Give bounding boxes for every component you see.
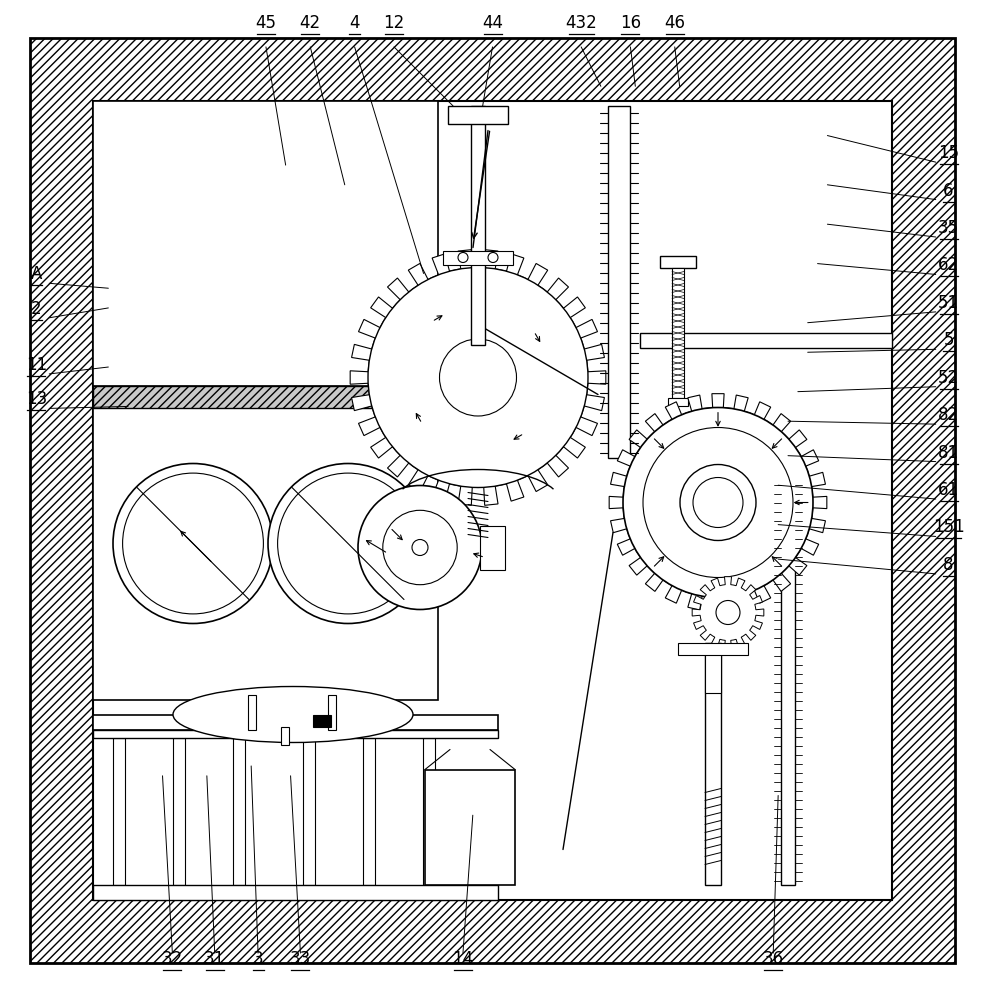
Bar <box>303 738 315 885</box>
Bar <box>93 408 438 700</box>
Bar <box>423 738 435 885</box>
Text: 44: 44 <box>482 14 503 32</box>
Circle shape <box>716 600 740 624</box>
Bar <box>93 101 438 385</box>
Bar <box>113 738 125 885</box>
Circle shape <box>122 473 263 614</box>
Text: 36: 36 <box>762 950 784 968</box>
Bar <box>313 714 331 726</box>
Text: 16: 16 <box>620 14 641 32</box>
Text: 82: 82 <box>938 406 959 424</box>
Text: 2: 2 <box>32 300 41 318</box>
Text: 12: 12 <box>383 14 405 32</box>
Bar <box>448 105 508 123</box>
Bar <box>660 255 696 267</box>
Bar <box>173 738 185 885</box>
Circle shape <box>458 252 468 262</box>
Text: 45: 45 <box>255 14 277 32</box>
Text: 5: 5 <box>944 331 953 349</box>
Bar <box>248 695 256 730</box>
Polygon shape <box>609 394 826 611</box>
Circle shape <box>368 267 588 488</box>
Text: 51: 51 <box>938 294 959 312</box>
Bar <box>781 473 795 885</box>
Text: 151: 151 <box>933 518 964 536</box>
Circle shape <box>412 540 428 556</box>
Text: 8: 8 <box>944 556 953 574</box>
Text: 15: 15 <box>938 144 959 162</box>
Circle shape <box>383 510 457 585</box>
Text: A: A <box>31 265 42 283</box>
Text: 13: 13 <box>26 390 47 408</box>
Text: 81: 81 <box>938 444 959 462</box>
Circle shape <box>278 473 419 614</box>
Bar <box>93 714 498 730</box>
Circle shape <box>113 464 273 624</box>
Bar <box>480 526 505 570</box>
Bar <box>668 397 688 406</box>
Bar <box>443 250 513 264</box>
Text: 31: 31 <box>204 950 226 968</box>
Bar <box>340 536 500 560</box>
Bar <box>705 643 721 693</box>
Text: 32: 32 <box>162 950 183 968</box>
Polygon shape <box>351 250 606 505</box>
Text: 4: 4 <box>350 14 360 32</box>
Text: 61: 61 <box>938 481 959 499</box>
Text: 11: 11 <box>26 356 47 374</box>
Text: 33: 33 <box>290 950 311 968</box>
Text: 6: 6 <box>944 182 953 200</box>
Bar <box>640 332 892 348</box>
Circle shape <box>680 464 756 540</box>
Text: 52: 52 <box>938 369 959 387</box>
Circle shape <box>623 408 813 598</box>
Bar <box>363 738 375 885</box>
Circle shape <box>268 464 428 624</box>
Circle shape <box>439 339 516 416</box>
Circle shape <box>358 486 482 610</box>
Bar <box>93 385 438 408</box>
Text: 62: 62 <box>938 256 959 274</box>
Bar <box>233 738 245 885</box>
Bar <box>93 885 498 900</box>
Text: 35: 35 <box>938 219 959 237</box>
Bar <box>93 101 892 900</box>
Bar <box>678 643 748 655</box>
Text: 14: 14 <box>452 950 474 968</box>
Bar <box>328 695 336 730</box>
Bar <box>672 267 684 397</box>
Bar <box>471 105 485 344</box>
Circle shape <box>488 252 498 262</box>
Text: 432: 432 <box>565 14 597 32</box>
Bar <box>425 770 515 885</box>
Bar <box>608 105 630 458</box>
Bar <box>705 643 721 885</box>
Text: 3: 3 <box>253 950 263 968</box>
Text: 42: 42 <box>299 14 321 32</box>
Text: 46: 46 <box>664 14 686 32</box>
Bar <box>93 730 498 738</box>
Polygon shape <box>692 577 763 648</box>
Circle shape <box>643 428 793 578</box>
Circle shape <box>693 478 743 528</box>
Bar <box>281 726 289 744</box>
Ellipse shape <box>173 687 413 742</box>
